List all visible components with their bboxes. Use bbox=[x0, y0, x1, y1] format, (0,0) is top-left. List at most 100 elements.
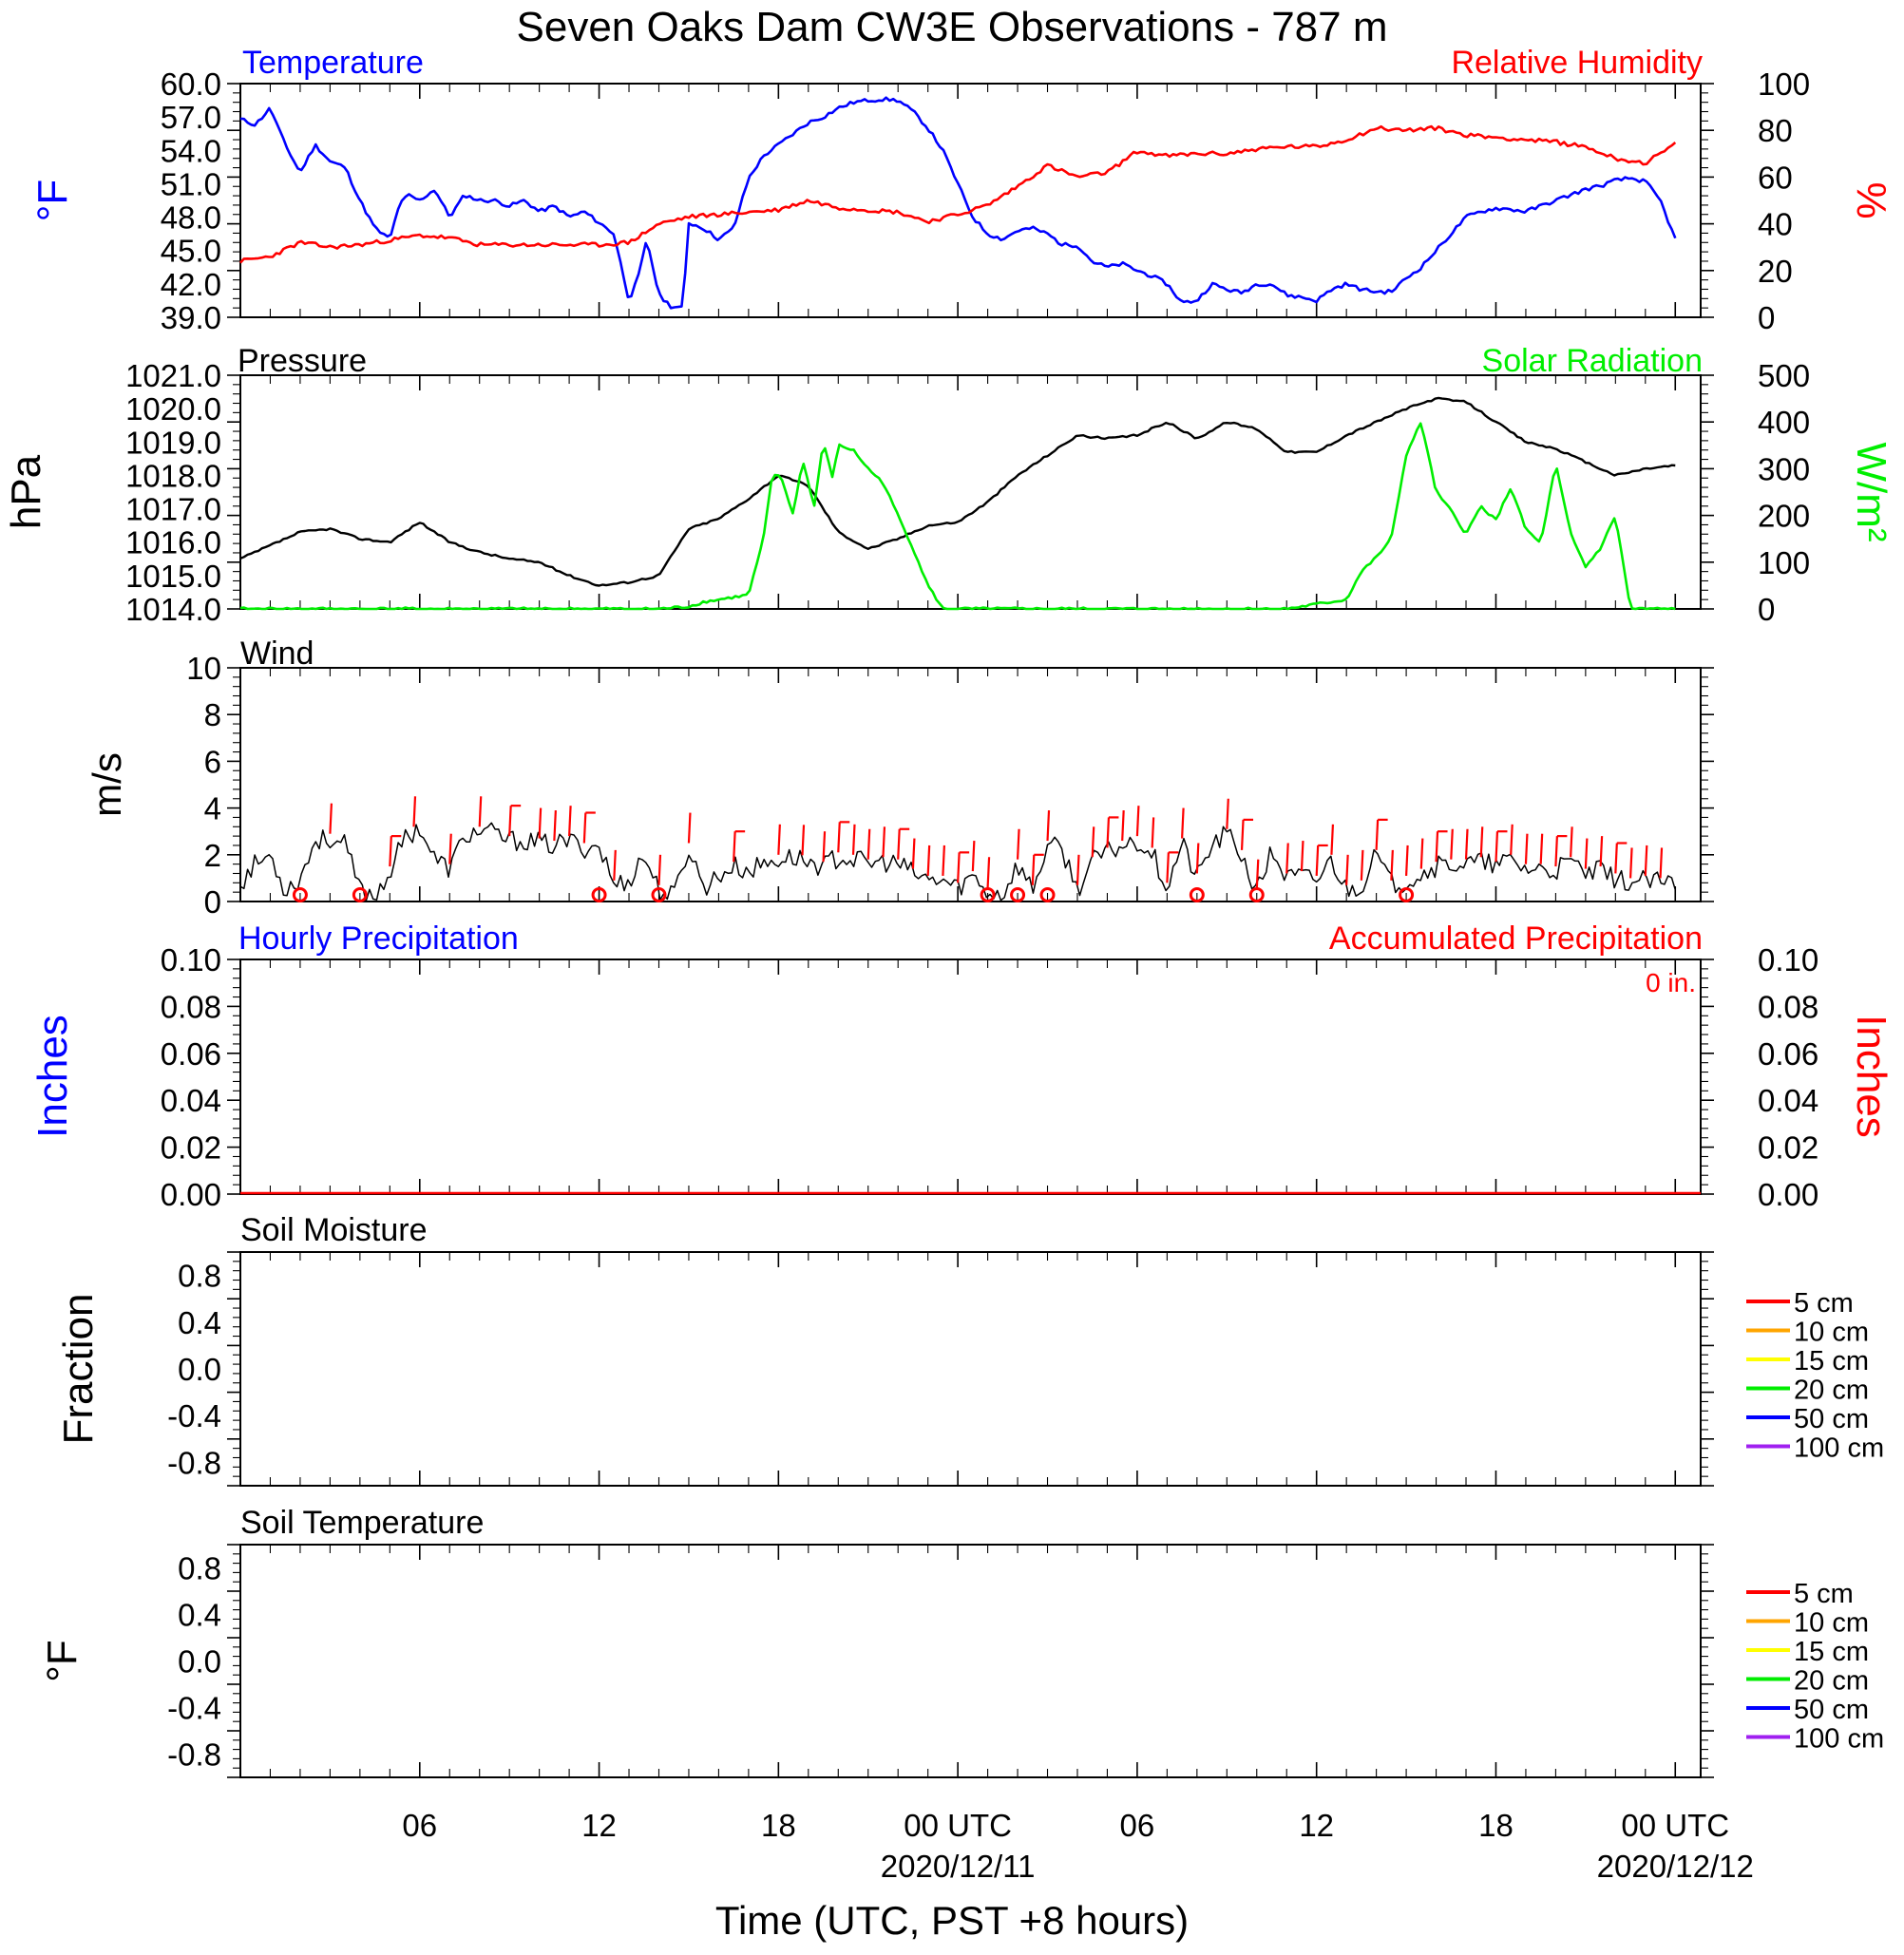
wind-barb bbox=[1419, 838, 1424, 869]
wind-barb bbox=[568, 806, 572, 837]
wind-barb bbox=[553, 810, 557, 842]
y-tick-label: 0.8 bbox=[178, 1259, 221, 1294]
wind-barb bbox=[1121, 810, 1125, 842]
text-layer: 60.057.054.051.048.045.042.039.010080604… bbox=[3, 45, 1894, 1884]
y-tick-label: 10 bbox=[186, 651, 221, 686]
ylabel-soil-temperature: °F bbox=[39, 1640, 86, 1681]
calm-marker bbox=[352, 887, 368, 902]
y-tick-label: 1017.0 bbox=[125, 492, 221, 527]
legend-label: 100 cm bbox=[1794, 1433, 1884, 1464]
wind-barb bbox=[957, 852, 961, 883]
y-tick-label-right: 300 bbox=[1758, 451, 1810, 486]
wind-barb bbox=[1360, 849, 1364, 881]
wind-barb bbox=[801, 825, 806, 856]
wind-barb bbox=[1315, 845, 1320, 876]
y-tick-label: 0.00 bbox=[161, 1177, 221, 1212]
wind-barb bbox=[1195, 843, 1200, 874]
wind-barb bbox=[1285, 843, 1289, 874]
wind-barb bbox=[777, 824, 781, 855]
wind-barb bbox=[389, 836, 392, 867]
data-layer bbox=[239, 96, 1790, 1739]
wind-barb bbox=[1628, 847, 1633, 879]
ylabel-humidity: % bbox=[1848, 181, 1894, 218]
calm-marker bbox=[591, 887, 607, 902]
wind-barb bbox=[1495, 831, 1499, 863]
y-tick-label: 1018.0 bbox=[125, 458, 221, 493]
y-tick-label-right: 0.10 bbox=[1758, 942, 1818, 978]
ylabel-solar: W/m² bbox=[1848, 442, 1894, 541]
x-axis-label: Time (UTC, PST +8 hours) bbox=[715, 1898, 1189, 1943]
panel-title-wind: Wind bbox=[240, 636, 314, 672]
wind-barb bbox=[1554, 836, 1559, 867]
legend-label: 50 cm bbox=[1794, 1695, 1869, 1725]
wind-barb bbox=[582, 812, 587, 844]
legend-label: 5 cm bbox=[1794, 1579, 1854, 1609]
wind-barb bbox=[1450, 828, 1454, 860]
ylabel-temperature: °F bbox=[29, 180, 76, 221]
legend-label: 20 cm bbox=[1794, 1376, 1869, 1406]
ylabel-wind: m/s bbox=[85, 752, 129, 817]
calm-marker bbox=[980, 887, 996, 902]
y-tick-label: 6 bbox=[204, 744, 221, 779]
x-tick-label: 06 bbox=[402, 1808, 437, 1843]
wind-barb bbox=[1166, 852, 1170, 883]
wind-barb bbox=[1479, 826, 1484, 858]
x-tick-label: 18 bbox=[761, 1808, 796, 1843]
y-tick-label-right: 500 bbox=[1758, 358, 1810, 393]
panel-frames bbox=[227, 83, 1714, 1778]
temperature-line bbox=[239, 96, 1677, 310]
panel-title-pressure: Pressure bbox=[238, 343, 367, 379]
panel-title-hourly-precip: Hourly Precipitation bbox=[238, 921, 519, 957]
soil_moisture-frame bbox=[239, 1251, 1702, 1487]
y-tick-label-right: 0.06 bbox=[1758, 1036, 1818, 1072]
y-tick-label: -0.8 bbox=[167, 1445, 221, 1480]
panel-title-solar: Solar Radiation bbox=[1482, 343, 1703, 379]
x-tick-label: 00 UTC bbox=[1621, 1808, 1729, 1843]
wind-barb bbox=[1659, 847, 1664, 879]
y-tick-label: 8 bbox=[204, 697, 221, 732]
wind-barb bbox=[508, 806, 512, 837]
y-tick-label: 1019.0 bbox=[125, 425, 221, 460]
calm-marker bbox=[1010, 887, 1026, 902]
y-tick-label-right: 40 bbox=[1758, 207, 1793, 242]
wind-barb bbox=[1390, 849, 1394, 881]
calm-marker bbox=[292, 887, 308, 902]
pressure_solar-frame bbox=[239, 374, 1702, 610]
y-tick-label: -0.4 bbox=[167, 1691, 221, 1726]
y-tick-label: 60.0 bbox=[161, 66, 221, 102]
x-tick-label: 12 bbox=[1299, 1808, 1334, 1843]
wind-barb bbox=[1255, 859, 1260, 890]
wind-barb bbox=[1524, 833, 1529, 864]
y-tick-label: 1016.0 bbox=[125, 525, 221, 560]
wind-barb bbox=[1614, 843, 1618, 874]
y-tick-label: 1015.0 bbox=[125, 559, 221, 594]
wind-barb bbox=[866, 828, 871, 860]
y-tick-label: 0.4 bbox=[178, 1598, 221, 1633]
wind-barb bbox=[1539, 833, 1544, 864]
y-tick-label: 0.08 bbox=[161, 989, 221, 1024]
humidity-line bbox=[239, 124, 1677, 264]
precip-frame bbox=[239, 959, 1702, 1195]
y-tick-label: 2 bbox=[204, 838, 221, 873]
legend-label: 10 cm bbox=[1794, 1318, 1869, 1348]
ylabel-accum-precip: Inches bbox=[1848, 1015, 1894, 1138]
wind-barb bbox=[1300, 840, 1304, 872]
wind-barb bbox=[822, 831, 827, 863]
wind-frame bbox=[239, 667, 1702, 902]
wind-barb bbox=[1106, 817, 1111, 848]
calm-marker bbox=[1039, 887, 1056, 902]
legend-label: 20 cm bbox=[1794, 1666, 1869, 1697]
y-tick-label-right: 100 bbox=[1758, 545, 1810, 580]
wind-barb bbox=[1375, 819, 1380, 850]
wind-barb bbox=[1076, 854, 1080, 885]
y-tick-label-right: 100 bbox=[1758, 66, 1810, 102]
soil_temperature-frame bbox=[239, 1544, 1702, 1778]
wind-barb bbox=[1151, 817, 1155, 848]
wind-barb bbox=[1584, 838, 1589, 869]
wind-barb bbox=[1464, 828, 1469, 860]
y-tick-label: 54.0 bbox=[161, 133, 221, 168]
y-tick-label-right: 80 bbox=[1758, 113, 1793, 148]
wind-barb bbox=[1181, 807, 1185, 839]
wind-barb bbox=[986, 857, 991, 888]
wind-barb bbox=[926, 845, 931, 876]
